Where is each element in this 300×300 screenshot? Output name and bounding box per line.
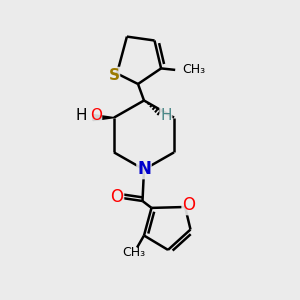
Text: CH₃: CH₃ xyxy=(122,245,145,259)
Text: N: N xyxy=(137,160,151,178)
Text: O: O xyxy=(90,108,102,123)
Text: H: H xyxy=(76,108,87,123)
Polygon shape xyxy=(93,115,114,121)
Text: O: O xyxy=(110,188,124,206)
Text: O: O xyxy=(182,196,195,214)
Text: S: S xyxy=(109,68,119,82)
Text: H: H xyxy=(160,108,172,123)
Text: CH₃: CH₃ xyxy=(182,63,205,76)
